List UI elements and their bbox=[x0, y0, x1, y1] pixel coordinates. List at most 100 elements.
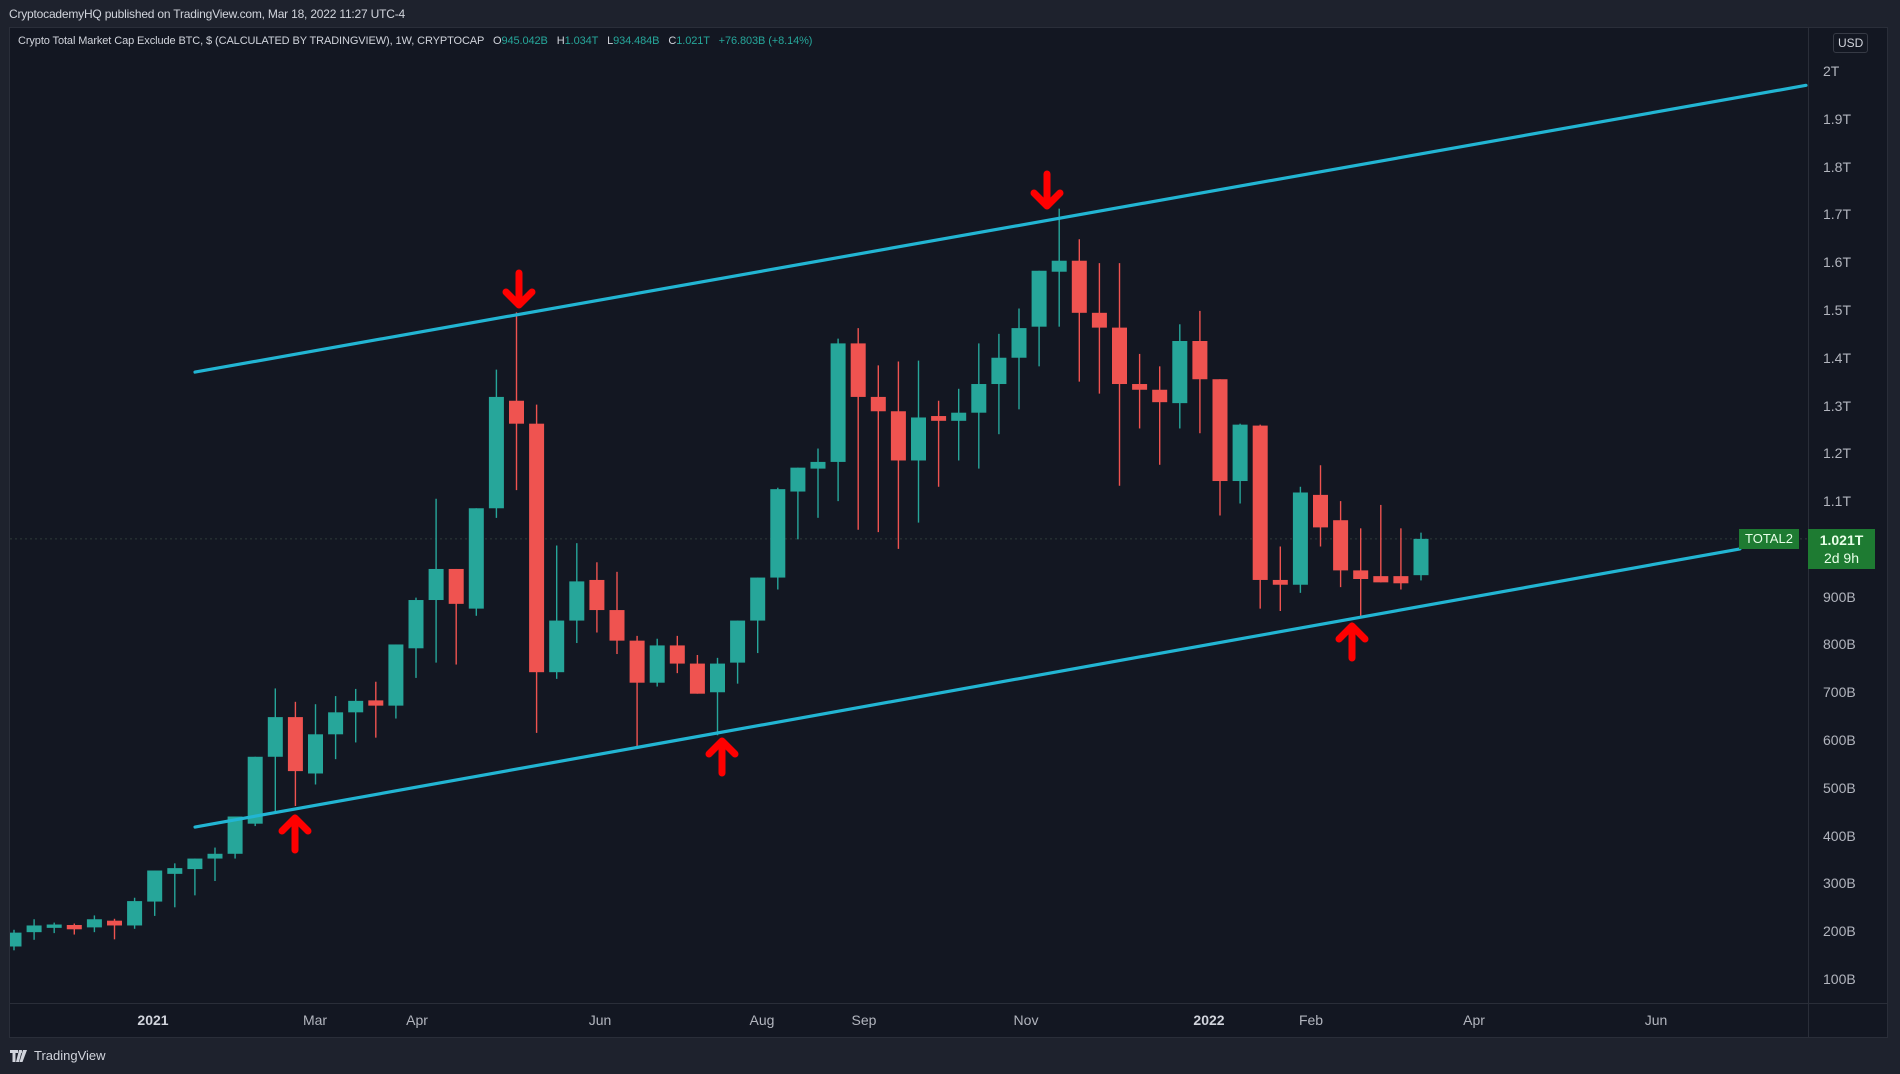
price-tick: 1.7T bbox=[1823, 206, 1852, 223]
candle-up[interactable] bbox=[207, 853, 223, 859]
arrow-up-icon[interactable] bbox=[278, 814, 312, 854]
candle-down[interactable] bbox=[629, 640, 645, 683]
legend-change: +76.803B (+8.14%) bbox=[718, 35, 813, 47]
candle-up[interactable] bbox=[388, 644, 404, 706]
price-axis[interactable] bbox=[1808, 28, 1888, 1003]
candle-up[interactable] bbox=[247, 756, 263, 824]
candle-down[interactable] bbox=[1071, 260, 1087, 313]
candle-up[interactable] bbox=[790, 467, 806, 492]
candle-up[interactable] bbox=[911, 417, 926, 461]
candle-up[interactable] bbox=[569, 581, 585, 621]
arrow-down-icon[interactable] bbox=[502, 269, 536, 309]
arrow-up-icon[interactable] bbox=[705, 737, 739, 777]
candle-up[interactable] bbox=[26, 925, 42, 933]
candle-down[interactable] bbox=[1152, 389, 1168, 403]
candle-up[interactable] bbox=[468, 508, 484, 609]
time-axis[interactable] bbox=[10, 1003, 1887, 1038]
candle-up[interactable] bbox=[428, 568, 444, 601]
candle-down[interactable] bbox=[870, 396, 886, 412]
legend-low-value: 934.484B bbox=[613, 35, 660, 47]
candle-up[interactable] bbox=[408, 600, 424, 649]
time-tick: 2021 bbox=[137, 1012, 169, 1028]
candle-up[interactable] bbox=[770, 489, 786, 578]
candle-up[interactable] bbox=[1051, 260, 1067, 272]
tradingview-logo-icon bbox=[10, 1049, 27, 1062]
candle-up[interactable] bbox=[1031, 270, 1047, 327]
candle-down[interactable] bbox=[1132, 384, 1148, 390]
legend-title: Crypto Total Market Cap Exclude BTC, $ (… bbox=[18, 35, 485, 47]
candle-up[interactable] bbox=[147, 870, 163, 902]
candle-down[interactable] bbox=[1192, 341, 1208, 380]
candle-down[interactable] bbox=[689, 663, 705, 694]
candle-up[interactable] bbox=[1011, 328, 1027, 358]
candle-up[interactable] bbox=[1292, 492, 1308, 585]
lower-channel-trendline[interactable] bbox=[193, 547, 1742, 829]
candle-down[interactable] bbox=[509, 400, 524, 424]
candle-up[interactable] bbox=[1232, 424, 1248, 482]
candle-up[interactable] bbox=[710, 663, 725, 693]
candle-down[interactable] bbox=[931, 416, 947, 421]
arrow-down-icon[interactable] bbox=[1030, 170, 1064, 210]
candle-up[interactable] bbox=[730, 620, 746, 663]
candle-down[interactable] bbox=[1091, 312, 1107, 328]
price-tick: 1.4T bbox=[1823, 349, 1852, 366]
candle-up[interactable] bbox=[86, 919, 102, 928]
candle-down[interactable] bbox=[850, 343, 866, 397]
time-tick: Aug bbox=[749, 1012, 775, 1028]
candle-down[interactable] bbox=[1333, 520, 1349, 571]
candle-up[interactable] bbox=[127, 901, 143, 926]
candle-down[interactable] bbox=[669, 645, 685, 664]
candle-up[interactable] bbox=[348, 700, 364, 713]
tradingview-logo[interactable]: TradingView bbox=[10, 1048, 106, 1063]
candlestick-chart[interactable] bbox=[10, 28, 1808, 1003]
candle-down[interactable] bbox=[1313, 494, 1328, 528]
candle-up[interactable] bbox=[1413, 538, 1429, 576]
candle-down[interactable] bbox=[609, 610, 625, 641]
candle-up[interactable] bbox=[830, 343, 846, 462]
price-tick: 700B bbox=[1823, 684, 1856, 701]
legend-close-value: 1.021T bbox=[676, 35, 710, 47]
candle-down[interactable] bbox=[890, 411, 906, 461]
arrow-up-icon[interactable] bbox=[1335, 622, 1369, 662]
candle-down[interactable] bbox=[66, 924, 82, 930]
candle-up[interactable] bbox=[10, 932, 22, 947]
candle-up[interactable] bbox=[649, 645, 665, 683]
candle-up[interactable] bbox=[328, 712, 344, 735]
candle-up[interactable] bbox=[810, 461, 826, 469]
candle-up[interactable] bbox=[308, 734, 323, 774]
candle-down[interactable] bbox=[1272, 579, 1288, 585]
candle-down[interactable] bbox=[448, 568, 464, 604]
candle-down[interactable] bbox=[287, 717, 303, 772]
candle-down[interactable] bbox=[107, 920, 122, 926]
candle-down[interactable] bbox=[589, 579, 605, 611]
candle-down[interactable] bbox=[368, 700, 384, 706]
candle-down[interactable] bbox=[1212, 379, 1228, 482]
candle-down[interactable] bbox=[1112, 327, 1127, 385]
legend-close-label: C bbox=[668, 35, 677, 47]
chart-pane[interactable] bbox=[10, 28, 1808, 1003]
currency-button[interactable]: USD bbox=[1833, 33, 1869, 53]
candle-down[interactable] bbox=[1252, 425, 1268, 580]
candle-up[interactable] bbox=[46, 924, 62, 928]
upper-channel-trendline[interactable] bbox=[193, 83, 1808, 374]
candle-down[interactable] bbox=[1353, 570, 1369, 579]
candle-up[interactable] bbox=[1172, 341, 1188, 404]
price-tick: 900B bbox=[1823, 588, 1856, 605]
candle-up[interactable] bbox=[167, 868, 183, 874]
candle-up[interactable] bbox=[488, 396, 504, 509]
price-tick: 1.8T bbox=[1823, 158, 1852, 175]
brand-text: TradingView bbox=[34, 1048, 106, 1063]
candle-up[interactable] bbox=[750, 577, 766, 621]
candle-up[interactable] bbox=[187, 858, 203, 870]
candle-up[interactable] bbox=[549, 620, 565, 673]
candle-up[interactable] bbox=[951, 412, 967, 421]
candle-down[interactable] bbox=[1373, 576, 1389, 583]
candle-down[interactable] bbox=[529, 423, 545, 673]
candle-up[interactable] bbox=[267, 717, 283, 757]
candle-up[interactable] bbox=[227, 816, 243, 854]
candle-up[interactable] bbox=[991, 357, 1007, 385]
candle-up[interactable] bbox=[971, 384, 987, 413]
chart-legend: Crypto Total Market Cap Exclude BTC, $ (… bbox=[18, 35, 812, 47]
price-tick: 300B bbox=[1823, 875, 1856, 892]
candle-down[interactable] bbox=[1393, 576, 1409, 584]
